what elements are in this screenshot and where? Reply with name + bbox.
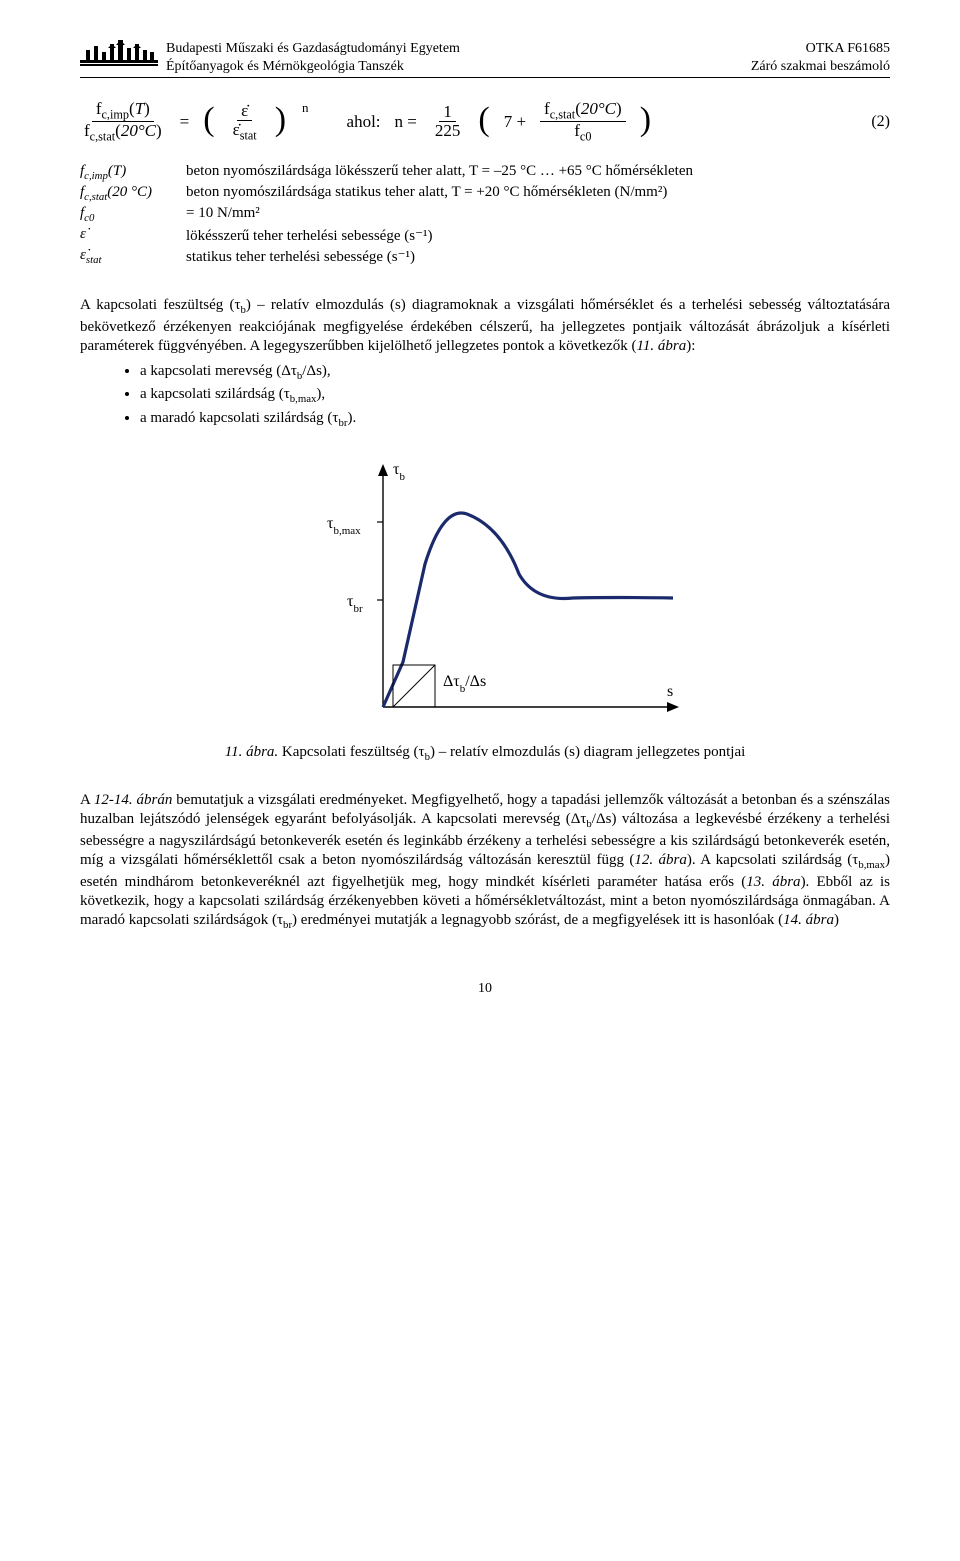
svg-text:τb,max: τb,max — [327, 515, 361, 537]
header-left-text: Budapesti Műszaki és Gazdaságtudományi E… — [166, 40, 460, 75]
equation-coef-num: 1 — [439, 103, 456, 122]
svg-text:Δτb/Δs: Δτb/Δs — [443, 673, 486, 695]
header-project-code: OTKA F61685 — [751, 40, 890, 58]
bullet-item: a kapcsolati merevség (Δτb/Δs), — [140, 361, 890, 385]
def-text: = 10 N/mm² — [186, 205, 890, 224]
header-report-type: Záró szakmai beszámoló — [751, 58, 890, 76]
page-header: Budapesti Műszaki és Gazdaságtudományi E… — [80, 36, 890, 78]
figure-caption: 11. ábra. Kapcsolati feszültség (τb) – r… — [80, 744, 890, 763]
page-number: 10 — [80, 981, 890, 997]
equation-number: (2) — [871, 113, 890, 131]
header-right-text: OTKA F61685 Záró szakmai beszámoló — [751, 40, 890, 75]
equation-exponent: n — [302, 100, 309, 116]
header-department: Építőanyagok és Mérnökgeológia Tanszék — [166, 58, 460, 76]
bullet-list: a kapcsolati merevség (Δτb/Δs), a kapcso… — [140, 361, 890, 432]
svg-text:τb: τb — [393, 461, 405, 483]
def-text: beton nyomószilárdsága lökésszerű teher … — [186, 163, 890, 182]
bullet-item: a maradó kapcsolati szilárdság (τbr). — [140, 408, 890, 432]
def-text: lökésszerű teher terhelési sebessége (s⁻… — [186, 226, 890, 245]
paragraph-intro: A kapcsolati feszültség (τb) – relatív e… — [80, 296, 890, 356]
university-logo-icon — [80, 36, 158, 73]
header-left: Budapesti Műszaki és Gazdaságtudományi E… — [80, 36, 460, 75]
svg-text:τbr: τbr — [347, 593, 363, 615]
svg-text:s: s — [667, 683, 673, 700]
def-sym: fc,stat(20 °C) — [80, 184, 176, 203]
def-text: statikus teher terhelési sebessége (s⁻¹) — [186, 247, 890, 266]
def-sym: ε̇ — [80, 226, 176, 245]
header-institution: Budapesti Műszaki és Gazdaságtudományi E… — [166, 40, 460, 58]
equation-coef-den: 225 — [431, 122, 465, 140]
equation-body: fc,imp(T) fc,stat(20°C) = ( ε̇ ε̇stat )n… — [80, 100, 651, 143]
equation-n-eq: n = — [395, 112, 417, 132]
equation-2: fc,imp(T) fc,stat(20°C) = ( ε̇ ε̇stat )n… — [80, 100, 890, 143]
symbol-definitions: fc,imp(T) beton nyomószilárdsága lökéssz… — [80, 163, 890, 266]
def-sym: fc0 — [80, 205, 176, 224]
bond-slip-chart: τb τb,max τbr Δτb/Δs s — [80, 452, 890, 732]
def-text: beton nyomószilárdsága statikus teher al… — [186, 184, 890, 203]
def-sym: fc,imp(T) — [80, 163, 176, 182]
equation-ahol: ahol: — [347, 112, 381, 132]
bullet-item: a kapcsolati szilárdság (τb,max), — [140, 384, 890, 408]
equation-inner-left: 7 + — [504, 112, 526, 132]
def-sym: ε̇stat — [80, 247, 176, 266]
paragraph-results: A 12-14. ábrán bemutatjuk a vizsgálati e… — [80, 791, 890, 933]
